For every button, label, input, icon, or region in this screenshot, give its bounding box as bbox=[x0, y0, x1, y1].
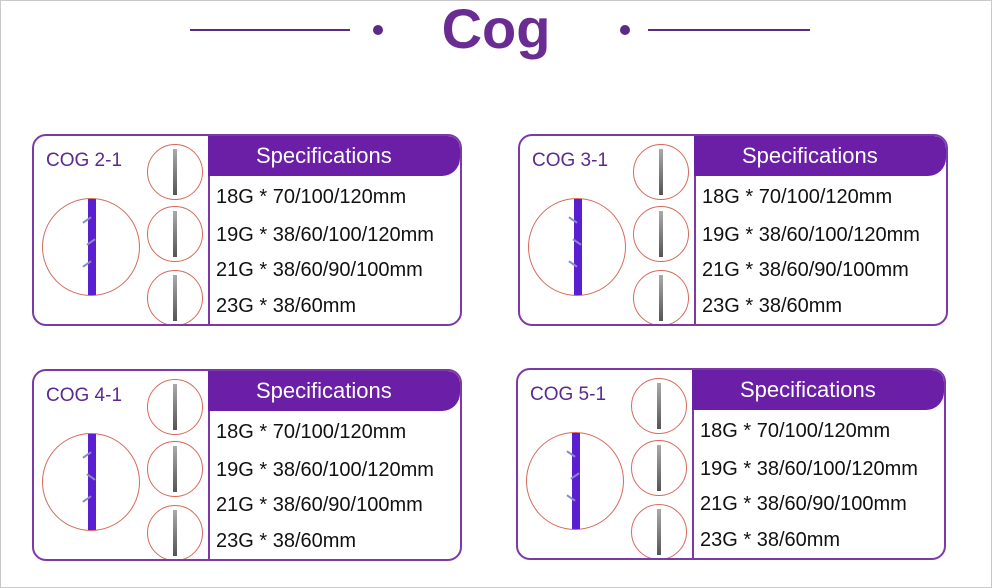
divider bbox=[692, 410, 694, 558]
needle-icon bbox=[147, 206, 203, 262]
spec-row: 23G * 38/60mm bbox=[700, 529, 841, 551]
thread-icon bbox=[42, 198, 140, 296]
card-title: COG 4-1 bbox=[46, 385, 123, 406]
card-title: COG 2-1 bbox=[46, 150, 123, 171]
product-card-cog-5-1: COG 5-1 Specifications 18G * 70/100/120m… bbox=[516, 368, 946, 560]
spec-row: 18G * 70/100/120mm bbox=[700, 420, 891, 442]
divider bbox=[694, 176, 696, 324]
spec-row: 21G * 38/60/90/100mm bbox=[700, 493, 907, 515]
spec-row: 18G * 70/100/120mm bbox=[216, 186, 407, 208]
card-title: COG 5-1 bbox=[530, 384, 607, 405]
needle-icon bbox=[631, 440, 687, 496]
divider bbox=[208, 176, 210, 324]
spec-row: 19G * 38/60/100/120mm bbox=[700, 458, 918, 480]
needle-icon bbox=[631, 504, 687, 558]
right-decor-dot bbox=[620, 25, 630, 35]
left-decor-line bbox=[190, 29, 350, 31]
spec-header: Specifications bbox=[208, 371, 460, 411]
thread-icon bbox=[528, 198, 626, 296]
needle-icon bbox=[633, 144, 689, 200]
spec-row: 23G * 38/60mm bbox=[216, 295, 357, 317]
needle-icon bbox=[147, 505, 203, 559]
spec-row: 19G * 38/60/100/120mm bbox=[702, 224, 920, 246]
spec-row: 19G * 38/60/100/120mm bbox=[216, 459, 434, 481]
spec-row: 21G * 38/60/90/100mm bbox=[216, 494, 423, 516]
spec-row: 21G * 38/60/90/100mm bbox=[702, 259, 909, 281]
spec-row: 18G * 70/100/120mm bbox=[702, 186, 893, 208]
needle-icon bbox=[633, 206, 689, 262]
thread-icon bbox=[526, 432, 624, 530]
needle-icon bbox=[633, 270, 689, 324]
needle-icon bbox=[147, 379, 203, 435]
needle-icon bbox=[147, 441, 203, 497]
spec-row: 23G * 38/60mm bbox=[216, 530, 357, 552]
product-card-cog-2-1: COG 2-1 Specifications 18G * 70/100/120m… bbox=[32, 134, 462, 326]
thread-icon bbox=[42, 433, 140, 531]
spec-header: Specifications bbox=[692, 370, 944, 410]
spec-header: Specifications bbox=[694, 136, 946, 176]
product-card-cog-4-1: COG 4-1 Specifications 18G * 70/100/120m… bbox=[32, 369, 462, 561]
needle-icon bbox=[147, 270, 203, 324]
needle-icon bbox=[631, 378, 687, 434]
right-decor-line bbox=[648, 29, 810, 31]
spec-header: Specifications bbox=[208, 136, 460, 176]
page-title: Cog bbox=[441, 0, 551, 60]
divider bbox=[208, 411, 210, 559]
spec-row: 19G * 38/60/100/120mm bbox=[216, 224, 434, 246]
spec-row: 18G * 70/100/120mm bbox=[216, 421, 407, 443]
product-card-cog-3-1: COG 3-1 Specifications 18G * 70/100/120m… bbox=[518, 134, 948, 326]
left-decor-dot bbox=[373, 25, 383, 35]
spec-row: 23G * 38/60mm bbox=[702, 295, 843, 317]
card-title: COG 3-1 bbox=[532, 150, 609, 171]
spec-row: 21G * 38/60/90/100mm bbox=[216, 259, 423, 281]
needle-icon bbox=[147, 144, 203, 200]
